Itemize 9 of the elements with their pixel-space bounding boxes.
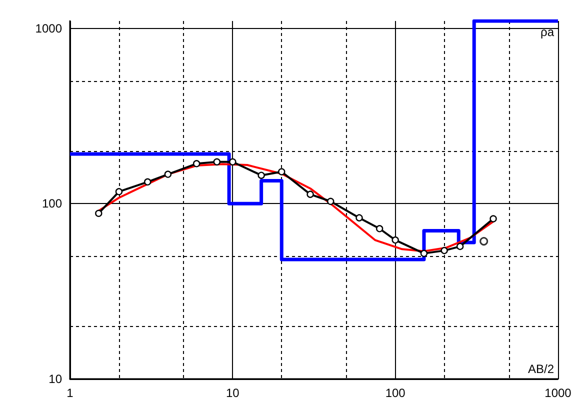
- x-tick-label: 10: [226, 386, 240, 400]
- y-axis-title: ρa: [540, 25, 554, 39]
- y-tick-label: 100: [42, 196, 62, 211]
- x-tick-label: 1: [66, 386, 74, 400]
- y-tick-label: 1000: [35, 21, 62, 36]
- x-tick-label: 100: [385, 386, 406, 400]
- y-tick-label: 10: [48, 372, 62, 386]
- x-tick-label: 1000: [544, 386, 572, 400]
- x-axis-title: AB/2: [528, 362, 554, 376]
